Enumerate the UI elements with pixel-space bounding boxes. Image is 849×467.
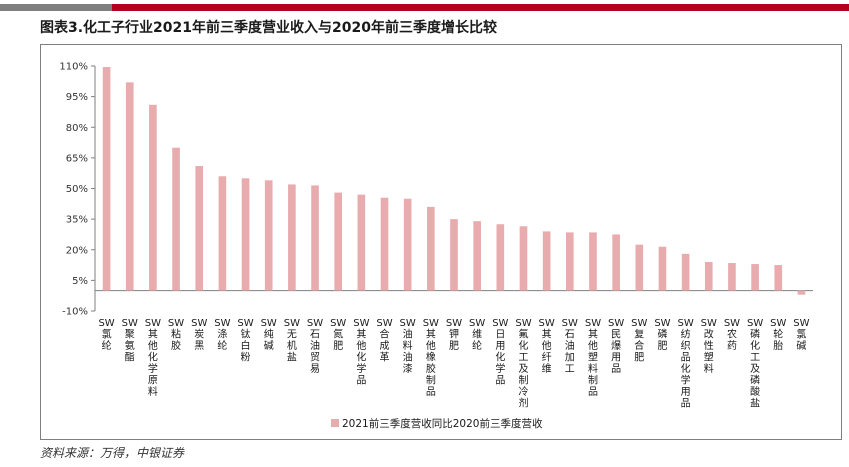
bar-7 [241, 178, 250, 291]
bar-24 [635, 244, 644, 291]
y-axis: 110% 95% 80% 65% 50% 35% 20% 5% -10% [59, 62, 813, 318]
bar-20 [542, 231, 551, 291]
y-tick-label: 5% [72, 276, 88, 287]
x-tick-label: SW 维纶 [469, 318, 485, 352]
x-tick-label: SW 民爆用品 [608, 318, 624, 375]
x-tick-label: SW 石油加工 [562, 318, 578, 375]
bar-3 [149, 104, 157, 291]
x-tick-label: SW 轮胎 [770, 318, 786, 352]
bar-1 [102, 67, 111, 291]
bar-4 [172, 147, 180, 291]
bar-8 [264, 180, 273, 291]
y-tick-label: 35% [66, 215, 88, 226]
bar-6 [218, 176, 227, 291]
bar-23 [612, 234, 620, 291]
bar-10 [311, 185, 319, 291]
bar-25 [658, 246, 667, 291]
x-tick-label: SW 石油贸易 [307, 318, 323, 375]
x-tick-label: SW 改性塑料 [701, 318, 717, 375]
header-accent-bar [0, 0, 849, 12]
x-tick-label: SW 油料油漆 [400, 318, 416, 375]
y-tick-label: 65% [66, 153, 88, 164]
x-tick-label: SW 粘胶 [168, 318, 184, 352]
bar-22 [589, 232, 597, 291]
y-tick-label: 110% [59, 62, 88, 73]
x-tick-label: SW 氯碱 [793, 318, 809, 352]
bar-9 [288, 184, 296, 291]
bar-28 [728, 263, 736, 291]
x-tick-label: SW 磷肥 [654, 318, 670, 352]
x-tick-label: SW 合成革 [376, 318, 392, 364]
bar-5 [195, 166, 204, 291]
legend: 2021前三季度营收同比2020前三季度营收 [331, 417, 543, 430]
y-tick-label: 95% [66, 92, 88, 103]
bar-19 [519, 226, 528, 291]
x-tick-label: SW 磷化工及磷酸盐 [747, 318, 763, 410]
source-note: 资料来源：万得，中银证券 [40, 446, 185, 460]
legend-label: 2021前三季度营收同比2020前三季度营收 [342, 417, 543, 430]
x-tick-label: SW 钛白粉 [237, 318, 253, 364]
bar-21 [565, 232, 574, 291]
bar-29 [751, 264, 759, 291]
legend-swatch [331, 419, 339, 427]
figure-title: 图表3.化工子行业2021年前三季度营业收入与2020年前三季度增长比较 [40, 20, 497, 36]
bar-14 [403, 198, 412, 291]
bar-27 [704, 262, 713, 291]
x-tick-label: SW 氯纶 [98, 318, 114, 352]
bar-13 [380, 197, 389, 291]
x-tick-label: SW 氮肥 [330, 318, 346, 352]
bar-26 [681, 253, 690, 291]
x-tick-label: SW 其他化学原料 [145, 318, 161, 398]
x-tick-label: SW 炭黑 [191, 318, 207, 352]
x-tick-label: SW 纺织品化学用品 [677, 318, 693, 410]
x-tick-label: SW 其他塑料制品 [585, 318, 601, 398]
x-tick-label: SW 其他纤维 [539, 318, 555, 375]
x-tick-label: SW 钾肥 [446, 318, 462, 352]
bar-11 [334, 192, 343, 291]
x-tick-label: SW 涤纶 [214, 318, 230, 352]
x-tick-label: SW 日用化学品 [492, 318, 508, 387]
x-tick-label: SW 氟化工及制冷剂 [515, 318, 531, 410]
x-tick-label: SW 农药 [724, 318, 740, 352]
chart-frame [40, 44, 842, 440]
x-tick-label: SW 其他橡胶制品 [423, 318, 439, 398]
bar-12 [357, 194, 366, 291]
x-tick-label: SW 聚氨酯 [122, 318, 138, 364]
accent-bar-gray [0, 4, 112, 11]
y-tick-label: 50% [66, 184, 88, 195]
bar-15 [427, 206, 435, 291]
y-tick-label: -10% [62, 307, 88, 318]
x-tick-label: SW 无机盐 [284, 318, 300, 364]
x-tick-label: SW 纯碱 [261, 318, 277, 352]
accent-bar-red [112, 4, 849, 11]
bar-16 [450, 219, 458, 291]
x-tick-label: SW 其他化学品 [353, 318, 369, 387]
bar-18 [496, 224, 505, 291]
y-tick-label: 80% [66, 123, 88, 134]
x-tick-label: SW 复合肥 [631, 318, 647, 364]
bar-31 [797, 290, 806, 295]
bar-30 [774, 265, 783, 291]
y-tick-label: 20% [66, 245, 88, 256]
bar-2 [125, 82, 134, 291]
x-tick-labels: SW 氯纶 SW 聚氨酯 SW 其他化学原料 SW 粘胶 SW 炭黑 SW 涤纶 SW 钛白粉 SW 纯碱 SW… [98, 318, 809, 410]
bar-17 [473, 221, 481, 291]
bars [102, 67, 806, 295]
